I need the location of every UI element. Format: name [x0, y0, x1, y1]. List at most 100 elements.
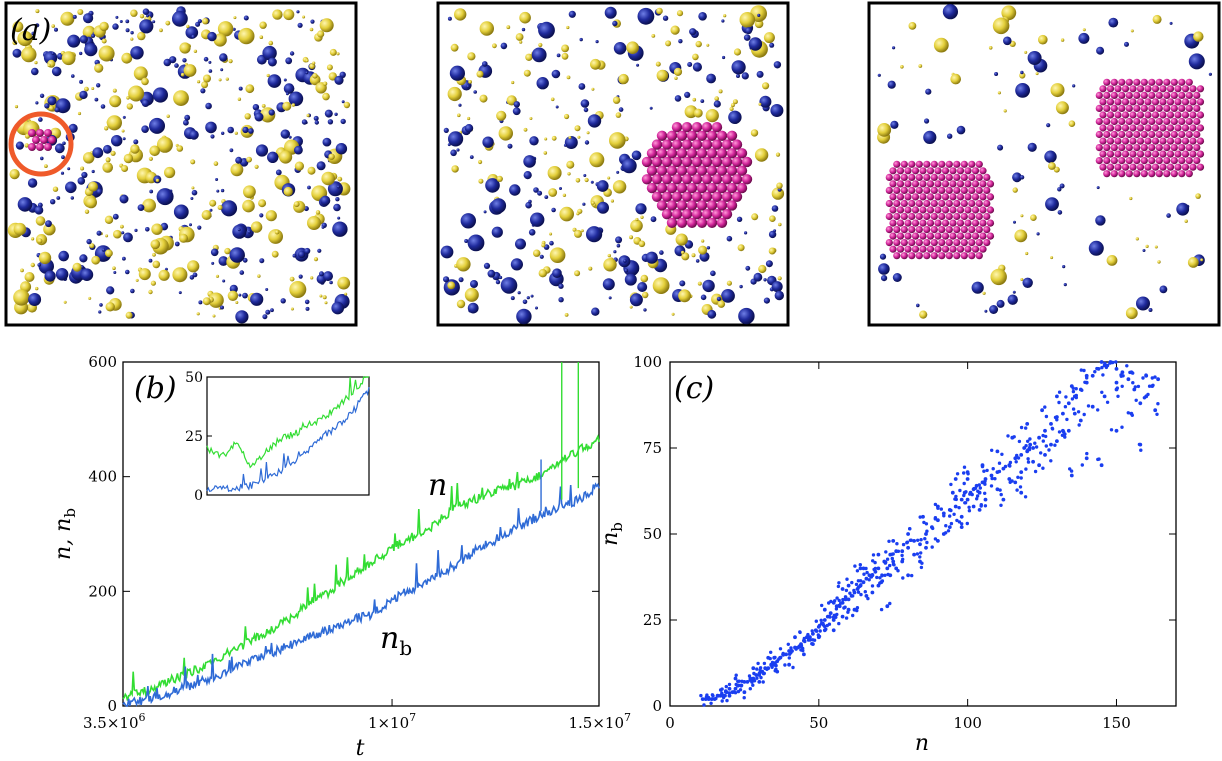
scatter-point	[1069, 473, 1074, 478]
ion-particle-yellow	[37, 238, 43, 244]
ion-particle-blue	[887, 80, 896, 89]
crystal-particle	[696, 148, 708, 159]
ion-particle-yellow	[266, 73, 270, 78]
ion-particle-blue	[174, 63, 179, 68]
crystal-particle	[1163, 170, 1171, 178]
crystal-particle	[1129, 137, 1137, 145]
crystal-particle	[1144, 150, 1152, 158]
ion-particle-blue	[759, 95, 772, 108]
ion-particle-blue	[238, 86, 243, 91]
ion-particle-blue	[595, 40, 599, 44]
ion-particle-yellow	[635, 217, 639, 222]
crystal-particle	[661, 191, 673, 202]
ion-particle-yellow	[533, 249, 541, 257]
ion-particle-yellow	[230, 163, 244, 177]
ion-particle-yellow	[343, 101, 351, 109]
ion-particle-yellow	[344, 292, 348, 296]
crystal-particle	[1159, 124, 1167, 132]
scatter-point	[779, 655, 783, 660]
ion-particle-blue	[523, 155, 536, 168]
ion-particle-blue	[119, 20, 123, 23]
panel-b-label: (b)	[134, 371, 177, 406]
crystal-particle	[889, 193, 897, 201]
scatter-point	[1082, 412, 1086, 417]
scatter-point	[1093, 370, 1097, 374]
crystal-particle	[915, 199, 923, 208]
crystal-particle	[885, 173, 893, 181]
ion-particle-blue	[190, 197, 194, 200]
ion-particle-blue	[112, 213, 119, 220]
ion-particle-yellow	[135, 278, 139, 282]
ion-particle-blue	[65, 181, 77, 194]
crystal-particle	[661, 174, 673, 185]
scatter-point	[1070, 397, 1075, 401]
crystal-particle	[1118, 144, 1126, 152]
crystal-particle	[701, 156, 713, 168]
ion-particle-blue	[1059, 183, 1065, 189]
crystal-particle	[1151, 85, 1160, 93]
crystal-particle	[691, 191, 703, 202]
crystal-particle	[915, 212, 923, 221]
crystal-particle	[971, 206, 980, 214]
crystal-particle	[896, 180, 905, 188]
ion-particle-yellow	[322, 92, 330, 101]
ion-particle-yellow	[126, 103, 133, 110]
y-tick-label: 50	[643, 525, 662, 543]
crystal-particle	[1118, 91, 1126, 99]
scatter-point	[793, 635, 797, 640]
ion-particle-yellow	[84, 86, 89, 92]
crystal-particle	[651, 139, 663, 150]
ion-particle-blue	[1013, 220, 1016, 224]
ion-particle-yellow	[105, 302, 115, 312]
ion-particle-blue	[947, 133, 953, 139]
ion-particle-blue	[134, 228, 138, 232]
crystal-particle	[1118, 170, 1126, 178]
scatter-point	[820, 603, 824, 608]
ion-particle-blue	[68, 123, 78, 133]
crystal-particle	[1121, 111, 1130, 119]
ion-particle-blue	[238, 293, 242, 297]
crystal-particle	[911, 180, 920, 188]
ion-particle-blue	[1045, 197, 1059, 212]
ion-particle-yellow	[559, 206, 574, 222]
ion-particle-yellow	[574, 125, 581, 132]
scatter-point	[837, 581, 841, 585]
scatter-point	[742, 690, 747, 695]
crystal-particle	[1174, 111, 1182, 119]
crystal-particle	[691, 156, 703, 168]
crystal-particle	[926, 245, 935, 253]
ion-particle-blue	[924, 118, 930, 124]
crystal-particle	[1159, 85, 1167, 93]
ion-particle-yellow	[88, 296, 92, 300]
scatter-point	[752, 671, 756, 676]
scatter-point	[971, 504, 976, 509]
crystal-particle	[1155, 130, 1163, 139]
ion-particle-yellow	[227, 290, 239, 301]
ion-particle-blue	[34, 205, 44, 215]
scatter-point	[890, 556, 894, 561]
crystal-particle	[971, 245, 980, 253]
scatter-point	[724, 690, 729, 695]
ion-particle-yellow	[14, 105, 19, 109]
crystal-particle	[949, 206, 957, 214]
ion-particle-blue	[54, 27, 58, 32]
crystal-particle	[1114, 111, 1122, 119]
ion-particle-yellow	[1106, 255, 1118, 266]
ion-particle-yellow	[1025, 251, 1029, 256]
ion-particle-yellow	[218, 78, 222, 82]
ion-particle-blue	[182, 58, 187, 63]
ion-particle-yellow	[104, 215, 114, 224]
ion-particle-yellow	[123, 153, 134, 164]
ion-particle-blue	[515, 238, 526, 250]
ion-particle-blue	[178, 291, 182, 295]
inset-y-tick-label: 50	[185, 370, 203, 386]
ion-particle-blue	[38, 117, 43, 122]
crystal-particle	[676, 217, 688, 228]
crystal-particle	[671, 156, 683, 168]
crystal-particle	[1185, 91, 1193, 99]
scatter-point	[1055, 439, 1059, 443]
ion-particle-yellow	[121, 165, 129, 172]
ion-particle-blue	[149, 189, 154, 194]
ion-particle-yellow	[257, 274, 261, 278]
scatter-point	[1083, 380, 1087, 384]
